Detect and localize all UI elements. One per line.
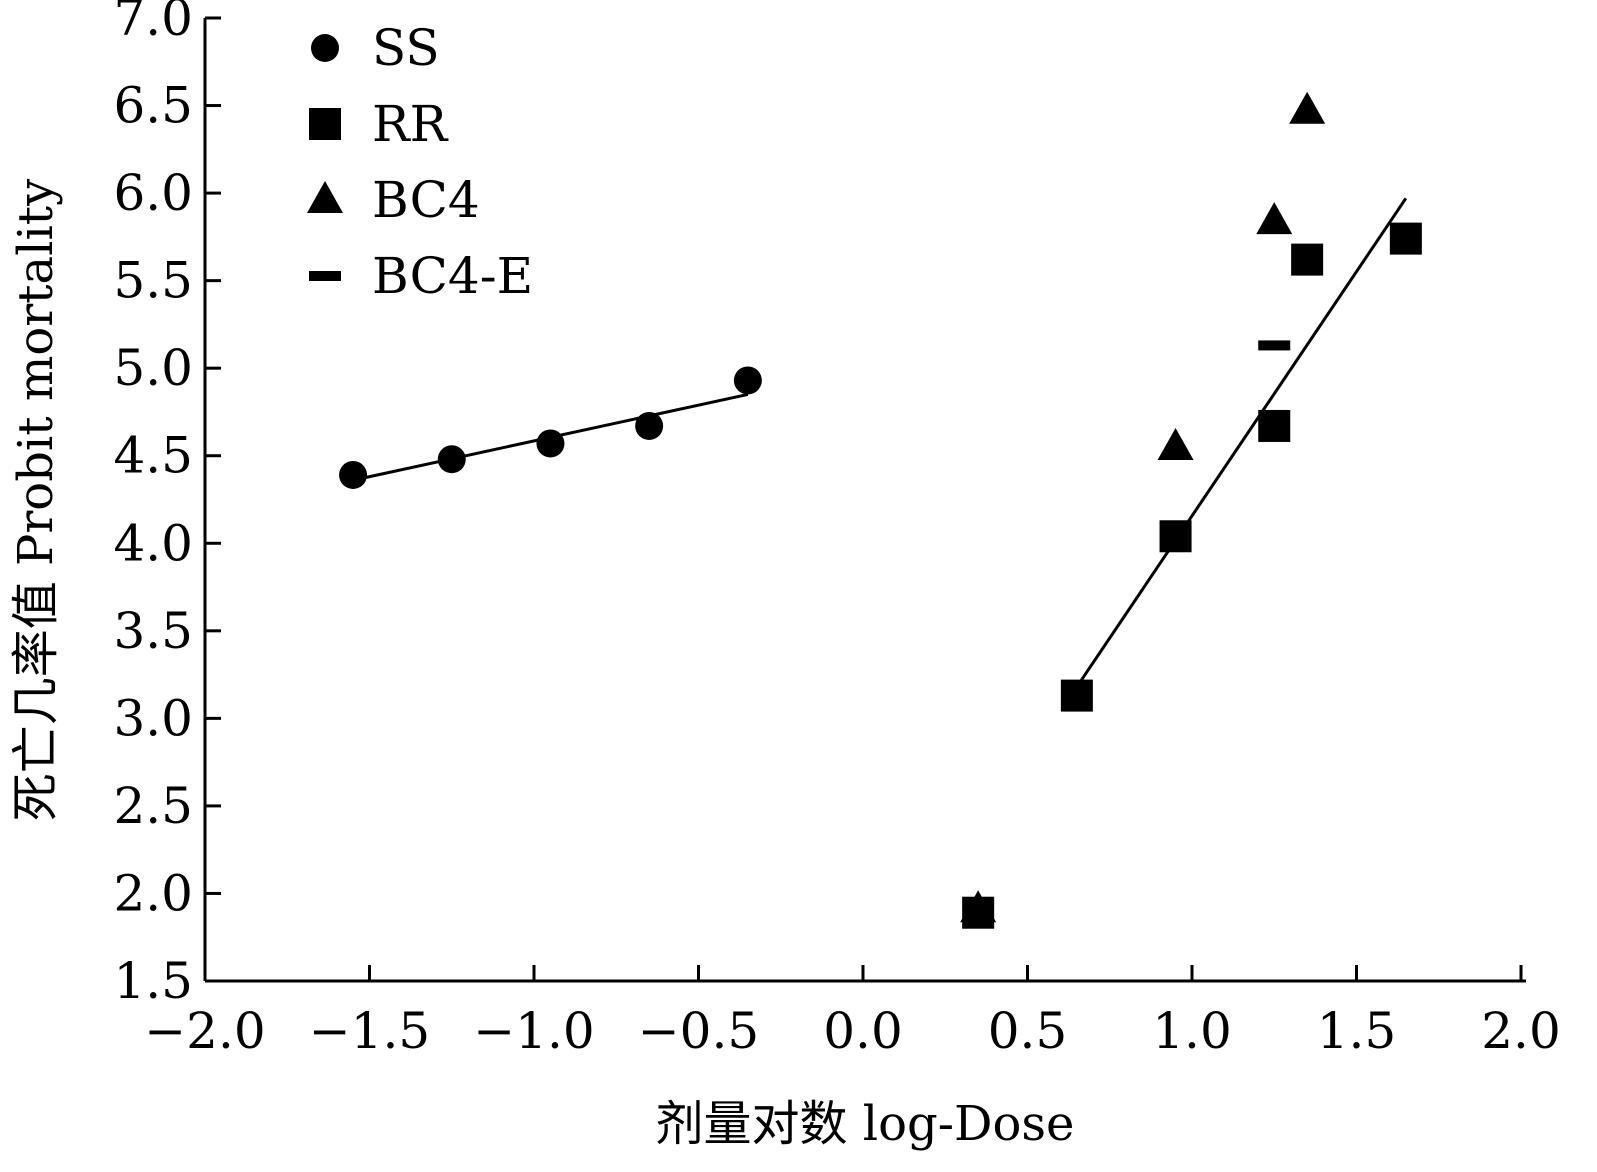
point-rr bbox=[1159, 520, 1192, 553]
point-ss bbox=[733, 366, 762, 395]
legend-label-ss: SS bbox=[372, 19, 440, 77]
x-tick-label: −1.0 bbox=[473, 1002, 594, 1060]
y-axis-title: 死亡几率值 Probit mortality bbox=[8, 179, 64, 821]
legend-marker-ss bbox=[311, 34, 339, 62]
x-tick-label: −1.5 bbox=[309, 1002, 430, 1060]
fit-line-rr bbox=[1075, 197, 1408, 688]
x-axis-title: 剂量对数 log-Dose bbox=[656, 1096, 1075, 1152]
point-bc4 bbox=[1157, 427, 1194, 460]
point-ss bbox=[536, 429, 565, 458]
legend: SS RR BC4 BC4-E bbox=[307, 19, 533, 305]
x-tick-label: −2.0 bbox=[144, 1002, 265, 1060]
y-tick-label: 4.5 bbox=[113, 427, 193, 485]
point-ss bbox=[437, 445, 466, 474]
x-tick-label: 1.5 bbox=[1317, 1002, 1397, 1060]
legend-label-bc4: BC4 bbox=[372, 171, 480, 229]
y-tick-label: 6.5 bbox=[113, 77, 193, 135]
x-tick-label: 1.0 bbox=[1152, 1002, 1232, 1060]
point-rr bbox=[1060, 679, 1093, 712]
x-tick-label: −0.5 bbox=[638, 1002, 759, 1060]
point-rr bbox=[1389, 222, 1422, 255]
point-bc4 bbox=[960, 890, 997, 923]
legend-marker-bc4-e bbox=[309, 271, 341, 281]
y-tick-label: 5.5 bbox=[113, 252, 193, 310]
point-rr bbox=[1291, 243, 1324, 276]
point-bc4-e bbox=[1258, 340, 1291, 351]
point-bc4 bbox=[1289, 91, 1326, 124]
y-tick-label: 3.5 bbox=[113, 602, 193, 660]
point-rr bbox=[1258, 409, 1291, 442]
y-tick-label: 5.0 bbox=[113, 339, 193, 397]
y-tick-label: 2.5 bbox=[113, 777, 193, 835]
y-tick-label: 3.0 bbox=[113, 689, 193, 747]
legend-label-rr: RR bbox=[372, 95, 449, 153]
x-tick-label: 0.5 bbox=[988, 1002, 1068, 1060]
legend-marker-bc4 bbox=[307, 181, 343, 213]
y-tick-label: 1.5 bbox=[113, 952, 193, 1010]
x-tick-label: 0.0 bbox=[823, 1002, 903, 1060]
ticks: 1.5 2.0 2.5 3.0 3.5 4.0 4.5 5.0 5.5 6.0 6.5 7.0 −2.0… bbox=[113, 0, 1560, 1060]
point-ss bbox=[339, 460, 368, 489]
point-ss bbox=[635, 411, 664, 440]
point-bc4 bbox=[1256, 202, 1293, 235]
y-tick-label: 4.0 bbox=[113, 514, 193, 572]
y-tick-label: 6.0 bbox=[113, 164, 193, 222]
y-tick-label: 7.0 bbox=[113, 0, 193, 47]
x-tick-label: 2.0 bbox=[1481, 1002, 1561, 1060]
legend-label-bc4-e: BC4-E bbox=[372, 247, 533, 305]
y-tick-label: 2.0 bbox=[113, 864, 193, 922]
axes bbox=[203, 18, 1526, 983]
data-points bbox=[339, 91, 1422, 929]
legend-marker-rr bbox=[309, 108, 341, 140]
